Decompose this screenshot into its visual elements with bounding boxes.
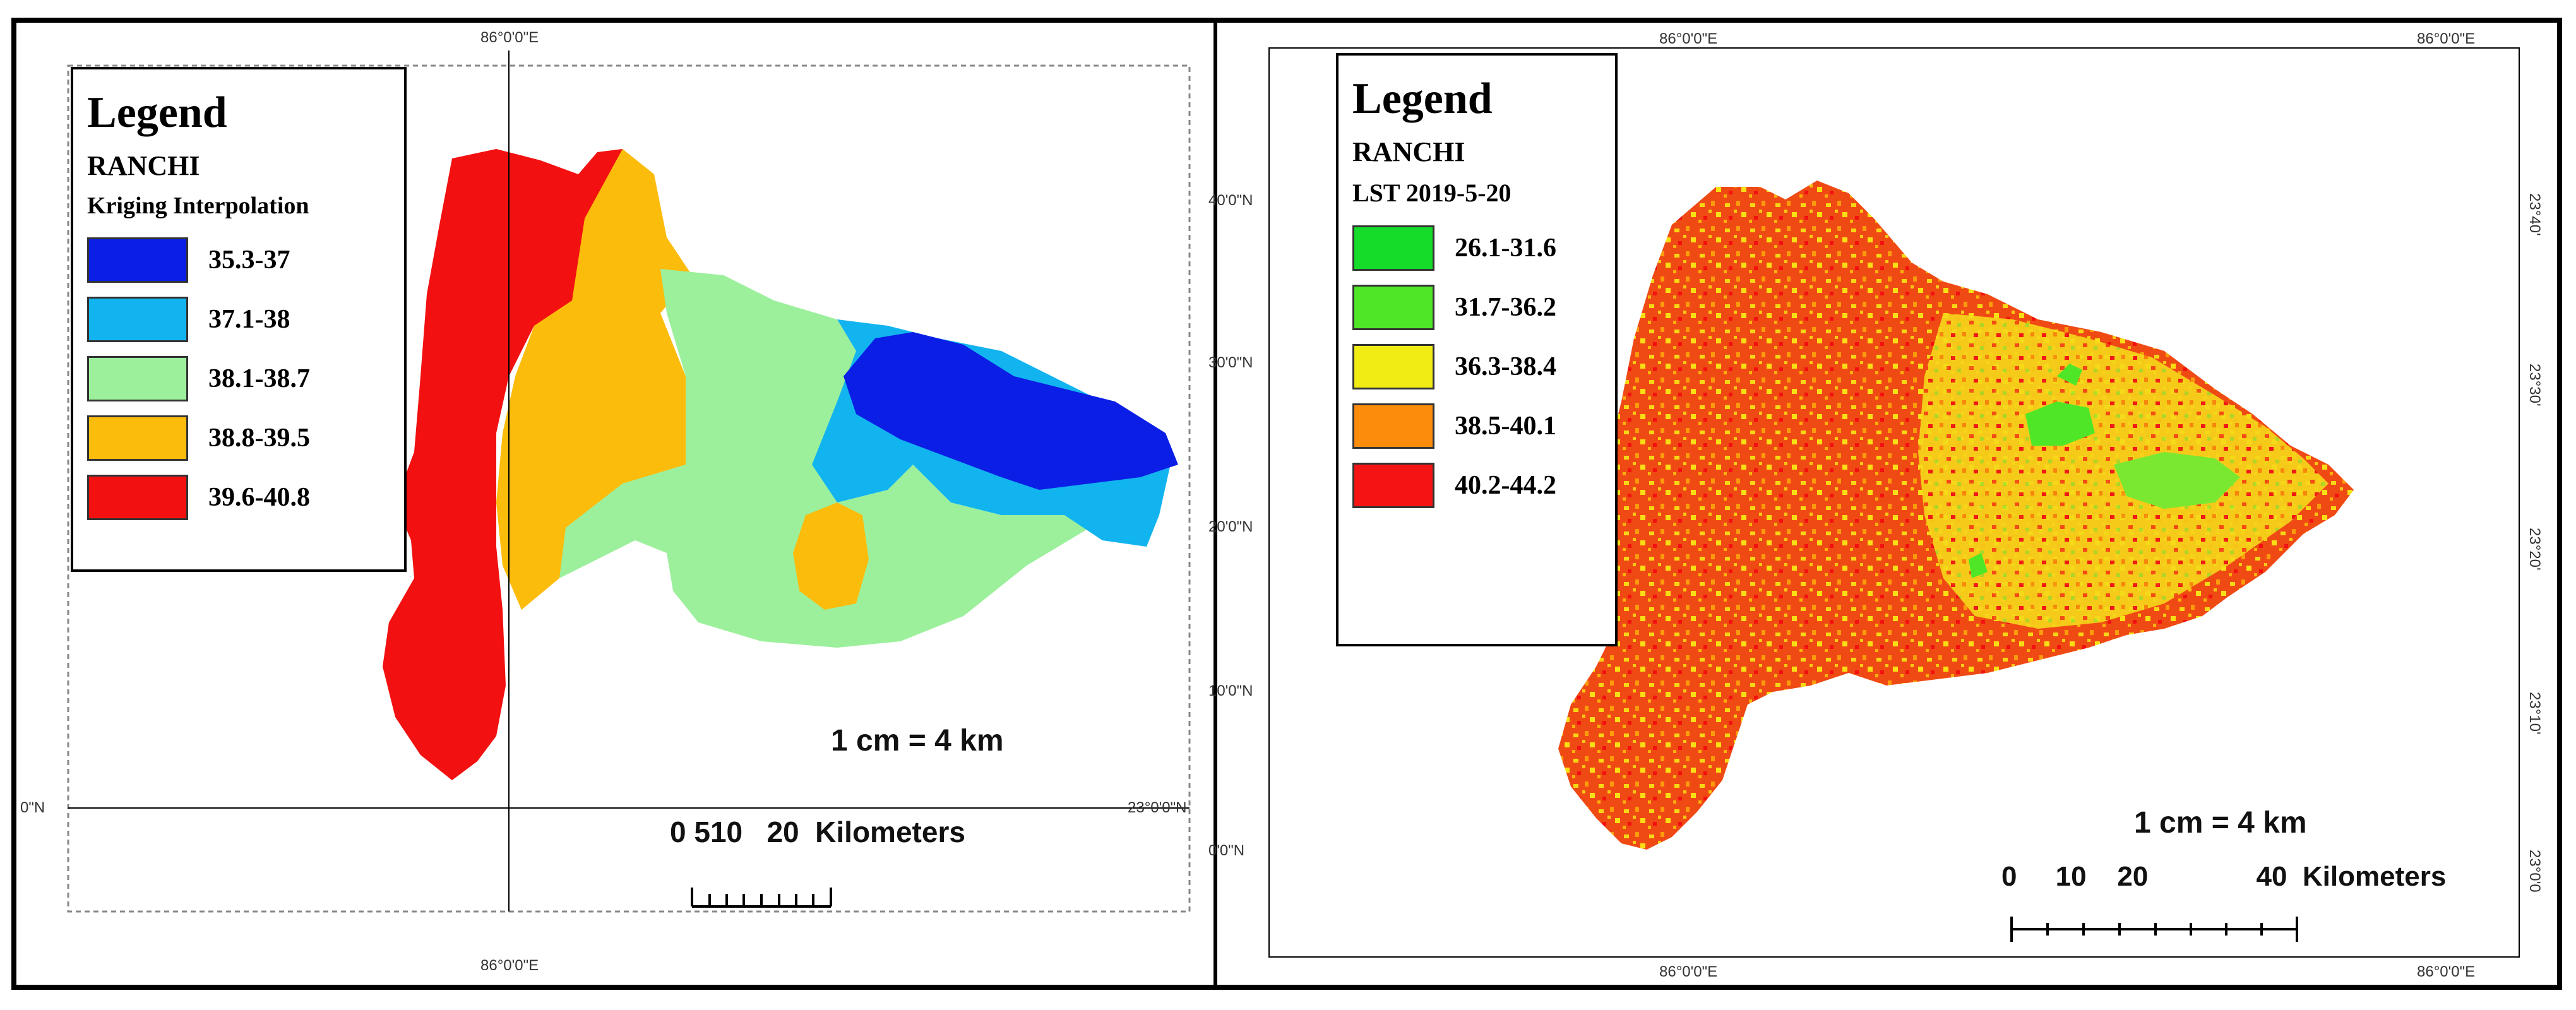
legend-row: 26.1-31.6 (1352, 225, 1601, 271)
lst-green-patch (1969, 553, 1988, 578)
region-class-1 (844, 332, 1178, 490)
kriging-map-panel: 86°0'0"E 86°0'0"E 0"N 23°0'0"N 1 cm = 4 … (16, 23, 1213, 985)
scale-bar (2010, 917, 2298, 942)
legend-swatch (87, 356, 188, 401)
left-latitude-label: 0"N (20, 799, 45, 816)
legend-row: 36.3-38.4 (1352, 344, 1601, 389)
panel-divider (1213, 23, 1217, 985)
top-longitude-label-2: 86°0'0"E (2417, 30, 2476, 47)
legend-row: 38.8-39.5 (87, 415, 390, 461)
legend-row: 39.6-40.8 (87, 475, 390, 520)
region-class-5 (383, 149, 660, 780)
legend-row: 38.1-38.7 (87, 356, 390, 401)
left-latitude-label: 40'0"N (1208, 192, 1253, 209)
legend-label: 38.5-40.1 (1455, 412, 1556, 441)
legend-region: RANCHI (87, 150, 200, 181)
legend-row: 35.3-37 (87, 237, 390, 283)
lst-map-panel: 86°0'0"E 86°0'0"E 86°0'0"E 86°0'0"E 40'0… (1208, 23, 2562, 985)
map-neatline (1268, 47, 2520, 958)
left-latitude-label: 30'0"N (1208, 354, 1253, 371)
scale-ratio: 1 cm = 4 km (831, 724, 1004, 758)
bottom-longitude-label-2: 86°0'0"E (2417, 963, 2476, 980)
legend-row: 31.7-36.2 (1352, 285, 1601, 330)
legend-label: 40.2-44.2 (1455, 471, 1556, 500)
legend-label: 31.7-36.2 (1455, 293, 1556, 322)
legend-swatch (87, 297, 188, 342)
legend-swatch (1352, 285, 1434, 330)
lst-green-patch (2057, 364, 2082, 386)
bottom-longitude-label-1: 86°0'0"E (1659, 963, 1718, 980)
legend-row: 38.5-40.1 (1352, 403, 1601, 449)
left-latitude-label: 20'0"N (1208, 518, 1253, 535)
left-latitude-label: 0'0"N (1208, 842, 1245, 859)
legend-box: Legend RANCHI LST 2019-5-20 26.1-31.6 31… (1336, 53, 1618, 646)
legend-swatch (1352, 344, 1434, 389)
scale-bar (691, 888, 832, 908)
legend-swatch (87, 237, 188, 283)
region-class-4-island (793, 502, 869, 610)
scale-ratio: 1 cm = 4 km (2134, 806, 2307, 840)
legend-region: RANCHI (1352, 136, 1465, 167)
right-latitude-label: 23°40' (2526, 193, 2543, 236)
legend-label: 38.8-39.5 (208, 424, 310, 453)
legend-title: Legend (1352, 74, 1493, 123)
region-class-4 (496, 149, 711, 610)
figure-frame: 86°0'0"E 86°0'0"E 0"N 23°0'0"N 1 cm = 4 … (11, 18, 2562, 990)
top-longitude-label: 86°0'0"E (480, 29, 539, 46)
lst-green-patch (2114, 452, 2240, 509)
legend-row: 40.2-44.2 (1352, 463, 1601, 508)
legend-label: 38.1-38.7 (208, 364, 310, 393)
lst-map (1268, 47, 2520, 958)
legend-swatch (1352, 463, 1434, 508)
legend-swatch (1352, 403, 1434, 449)
right-latitude-label: 23°30' (2526, 364, 2543, 407)
legend-label: 35.3-37 (208, 246, 290, 275)
legend-label: 39.6-40.8 (208, 483, 310, 512)
legend-swatch (1352, 225, 1434, 271)
legend-label: 26.1-31.6 (1455, 234, 1556, 263)
bottom-longitude-label: 86°0'0"E (480, 957, 539, 974)
kriging-map (67, 50, 1191, 913)
legend-layer-name: Kriging Interpolation (87, 193, 309, 219)
right-latitude-label: 23°20' (2526, 528, 2543, 571)
legend-label: 36.3-38.4 (1455, 352, 1556, 381)
lst-green-patch (2025, 401, 2095, 446)
scale-bar-label: 0 510 20 Kilometers (670, 816, 965, 848)
map-neatline (67, 64, 1191, 913)
top-longitude-label-1: 86°0'0"E (1659, 30, 1718, 47)
legend-swatch (87, 415, 188, 461)
legend-title: Legend (87, 88, 227, 137)
legend-swatch (87, 475, 188, 520)
scale-bar-label: 0 10 20 40 Kilometers (2001, 861, 2447, 892)
legend-row: 37.1-38 (87, 297, 390, 342)
right-latitude-label: 23°10' (2526, 692, 2543, 735)
legend-layer-name: LST 2019-5-20 (1352, 179, 1512, 207)
legend-box: Legend RANCHI Kriging Interpolation 35.3… (71, 67, 407, 572)
left-latitude-label: 10'0"N (1208, 682, 1253, 699)
right-latitude-label: 23°0'0 (2526, 850, 2543, 893)
right-latitude-label: 23°0'0"N (1128, 799, 1187, 816)
legend-label: 37.1-38 (208, 305, 290, 334)
